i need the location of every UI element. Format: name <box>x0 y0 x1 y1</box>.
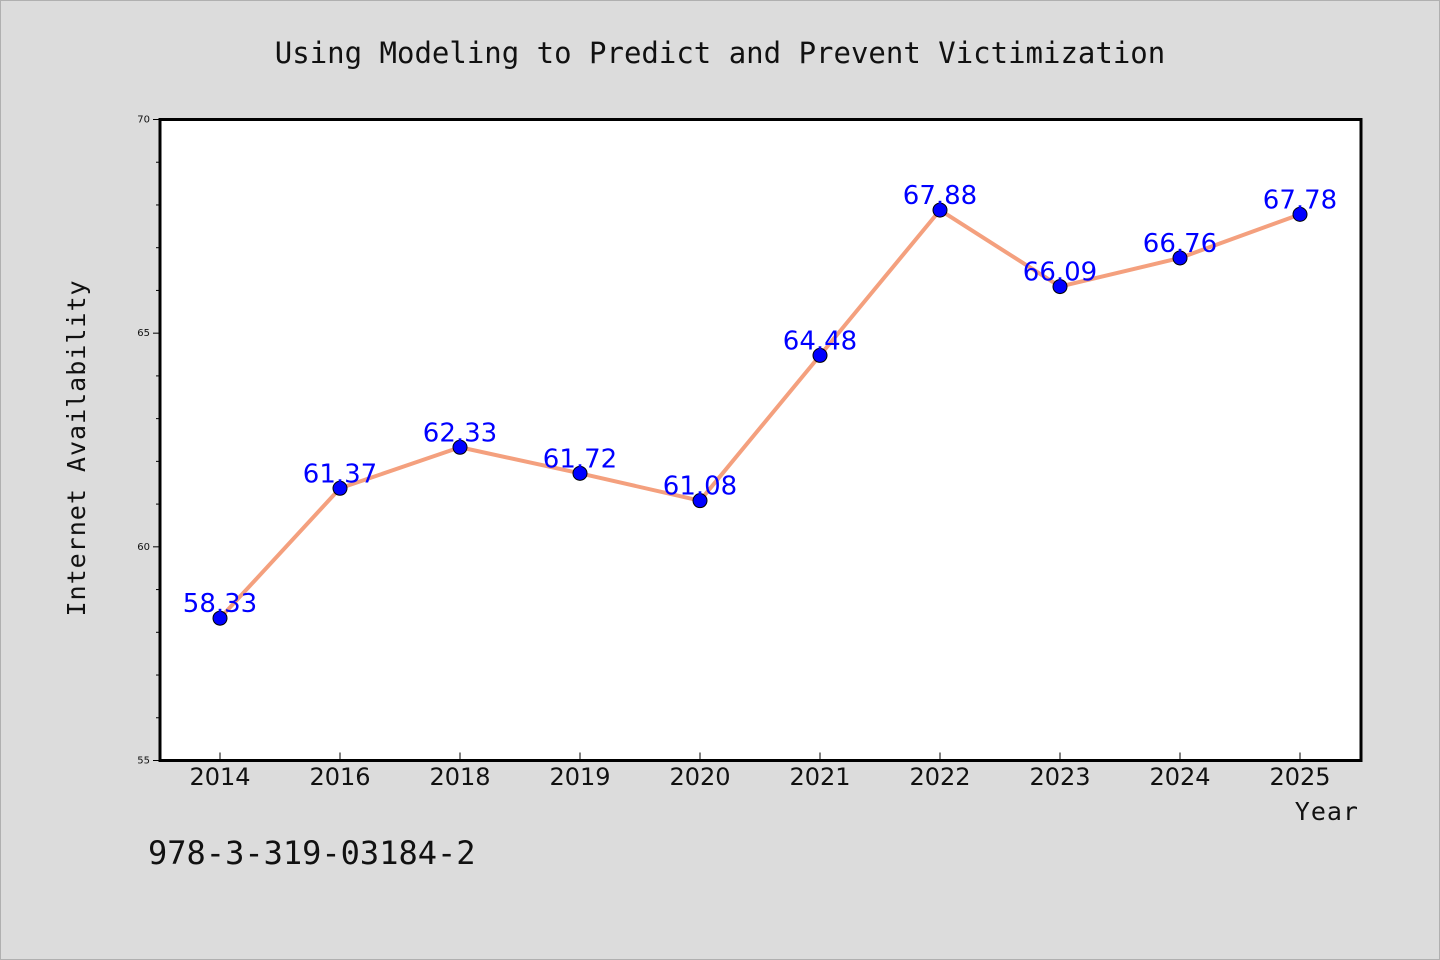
data-label: 61.72 <box>543 444 617 474</box>
footer-code: 978-3-319-03184-2 <box>148 834 476 872</box>
data-point-marker <box>692 493 708 509</box>
x-tick-label: 2020 <box>669 763 730 791</box>
data-label: 61.08 <box>663 472 737 502</box>
y-tick-label: 60 <box>137 542 150 553</box>
y-axis-label: Internet Availability <box>62 279 91 616</box>
data-label: 67.78 <box>1263 185 1337 215</box>
x-axis-label: Year <box>1295 797 1359 826</box>
series-internet-availability: 58.33 61.37 62.33 61.72 61.08 64.48 67.88 66.09… <box>183 181 1337 626</box>
data-label: 66.76 <box>1143 229 1217 259</box>
x-tick-label: 2022 <box>909 763 970 791</box>
y-tick-label: 65 <box>137 328 150 339</box>
data-point-marker <box>1292 206 1308 222</box>
data-point-marker <box>212 610 228 626</box>
x-tick-label: 2023 <box>1029 763 1090 791</box>
x-tick-label: 2014 <box>189 763 250 791</box>
y-axis: 55 60 65 70 <box>137 115 160 767</box>
x-tick-label: 2024 <box>1149 763 1210 791</box>
y-tick-label: 55 <box>137 756 150 767</box>
x-tick-label: 2016 <box>309 763 370 791</box>
data-point-marker <box>1052 279 1068 295</box>
data-label: 64.48 <box>783 326 857 356</box>
x-tick-label: 2019 <box>549 763 610 791</box>
plot-area <box>158 118 1363 762</box>
data-point-marker <box>452 439 468 455</box>
x-tick-label: 2025 <box>1269 763 1330 791</box>
x-tick-label: 2021 <box>789 763 850 791</box>
data-label: 66.09 <box>1023 258 1097 288</box>
data-label: 62.33 <box>423 418 497 448</box>
data-label: 61.37 <box>303 459 377 489</box>
chart-title: Using Modeling to Predict and Prevent Vi… <box>275 36 1165 70</box>
data-point-marker <box>572 465 588 481</box>
data-point-marker <box>812 347 828 363</box>
data-label: 58.33 <box>183 589 257 619</box>
series-line <box>218 208 1302 621</box>
data-label: 67.88 <box>903 181 977 211</box>
data-point-marker <box>332 480 348 496</box>
y-tick-label: 70 <box>137 115 150 126</box>
x-axis: 2014 2016 2018 2019 2020 2021 2022 2023 2024 2025 <box>189 752 1331 791</box>
x-tick-label: 2018 <box>429 763 490 791</box>
data-point-marker <box>1172 250 1188 266</box>
data-point-marker <box>932 202 948 218</box>
